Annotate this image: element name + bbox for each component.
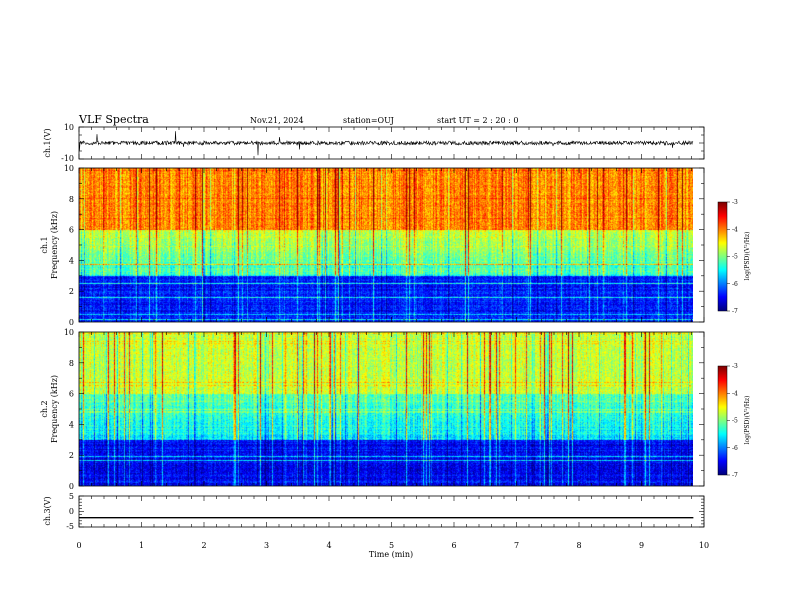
frequency-tick-label: 2	[69, 287, 74, 296]
ch1-spectrogram-heatmap	[79, 168, 693, 322]
colorbar-tick-label: -5	[732, 418, 738, 425]
time-axis-tick-label: 9	[639, 541, 644, 550]
colorbar-tick-label: -7	[732, 308, 738, 315]
header-station: station=OUJ	[343, 116, 394, 125]
ch2-spectrogram-ylabel: Frequency (kHz)	[50, 375, 59, 443]
colorbar-tick-label: -6	[732, 445, 738, 452]
ch2-spectrogram-ytick-labels: 0 2 4 6 8 10	[64, 328, 74, 491]
colorbar-tick-label: -4	[732, 390, 738, 397]
frequency-tick-label: 10	[64, 164, 74, 173]
ch2-colorbar-gradient	[718, 366, 727, 475]
header-date: Nov.21, 2024	[250, 116, 304, 125]
time-axis-tick-label: 4	[326, 541, 331, 550]
time-axis-tick-label: 7	[514, 541, 519, 550]
ch1-spectrogram-ylabel: Frequency (kHz)	[50, 211, 59, 279]
time-axis-tick-label: 0	[76, 541, 81, 550]
ch3-waveform-ylabel: ch.3(V)	[43, 496, 52, 525]
ch2-colorbar-label: log(PSD)(V²/Hz)	[744, 396, 751, 445]
ch3-waveform-panel: 5 0 -5 ch.3(V)	[43, 492, 705, 531]
ch1-ytick-top: 10	[64, 123, 74, 132]
ch2-spectrogram-panel: 0 2 4 6 8 10 ch.2 Frequency (kHz)	[40, 328, 705, 491]
colorbar-tick-label: -3	[732, 363, 738, 370]
ch3-ytick-mid: 0	[69, 507, 74, 516]
ch2-spectrogram-ticks	[78, 331, 705, 487]
frequency-tick-label: 2	[69, 451, 74, 460]
ch2-spectrogram-channel-label: ch.2	[40, 400, 49, 417]
ch1-waveform-line	[78, 131, 694, 156]
time-axis-tick-label: 6	[451, 541, 456, 550]
frequency-tick-label: 8	[69, 195, 74, 204]
ch1-colorbar: -7 -6 -5 -4 -3 log(PSD)(V²/Hz)	[717, 199, 751, 315]
ch1-waveform-ylabel: ch.1(V)	[43, 128, 52, 157]
ch1-spectrogram-panel: 0 2 4 6 8 10 ch.1 Frequency (kHz)	[40, 164, 705, 327]
frequency-tick-label: 6	[69, 390, 74, 399]
header-start-time: start UT = 2 : 20 : 0	[437, 116, 518, 125]
ch2-colorbar: -7 -6 -5 -4 -3 log(PSD)(V²/Hz)	[717, 363, 751, 479]
colorbar-tick-label: -4	[732, 226, 738, 233]
ch3-waveform-ticks	[78, 495, 705, 528]
time-axis-tick-label: 2	[201, 541, 206, 550]
frequency-tick-label: 8	[69, 359, 74, 368]
colorbar-tick-label: -6	[732, 281, 738, 288]
ch3-ytick-top: 5	[69, 492, 74, 501]
ch3-ytick-bottom: -5	[66, 522, 74, 531]
time-axis-tick-label: 10	[699, 541, 709, 550]
ch1-spectrogram-ytick-labels: 0 2 4 6 8 10	[64, 164, 74, 327]
frequency-tick-label: 0	[69, 318, 74, 327]
frequency-tick-label: 4	[69, 420, 74, 429]
frequency-tick-label: 6	[69, 226, 74, 235]
ch1-waveform-panel: 10 -10 ch.1(V)	[43, 123, 705, 163]
ch1-colorbar-ticks: -7 -6 -5 -4 -3	[727, 199, 738, 315]
colorbar-tick-label: -7	[732, 472, 738, 479]
ch2-colorbar-ticks: -7 -6 -5 -4 -3	[727, 363, 738, 479]
ch1-waveform-ticks	[78, 126, 705, 160]
ch1-ytick-bottom: -10	[61, 154, 74, 163]
time-axis-tick-label: 5	[389, 541, 394, 550]
time-axis-tick-labels: 0 1 2 3 4 5 6 7 8 9 10	[76, 541, 709, 550]
ch1-colorbar-label: log(PSD)(V²/Hz)	[744, 232, 751, 281]
ch1-spectrogram-ticks	[78, 167, 705, 323]
ch1-waveform-trace	[78, 131, 694, 156]
frequency-tick-label: 4	[69, 256, 74, 265]
ch1-colorbar-gradient	[718, 202, 727, 311]
ch1-spectrogram-channel-label: ch.1	[40, 236, 49, 253]
frequency-tick-label: 0	[69, 482, 74, 491]
time-axis-tick-label: 3	[264, 541, 269, 550]
frequency-tick-label: 10	[64, 328, 74, 337]
colorbar-tick-label: -5	[732, 254, 738, 261]
figure-title: VLF Spectra	[78, 113, 149, 126]
time-axis-tick-label: 1	[139, 541, 144, 550]
time-axis-tick-label: 8	[576, 541, 581, 550]
time-axis-label: Time (min)	[369, 550, 413, 559]
colorbar-tick-label: -3	[732, 199, 738, 206]
ch2-spectrogram-heatmap	[79, 332, 693, 486]
